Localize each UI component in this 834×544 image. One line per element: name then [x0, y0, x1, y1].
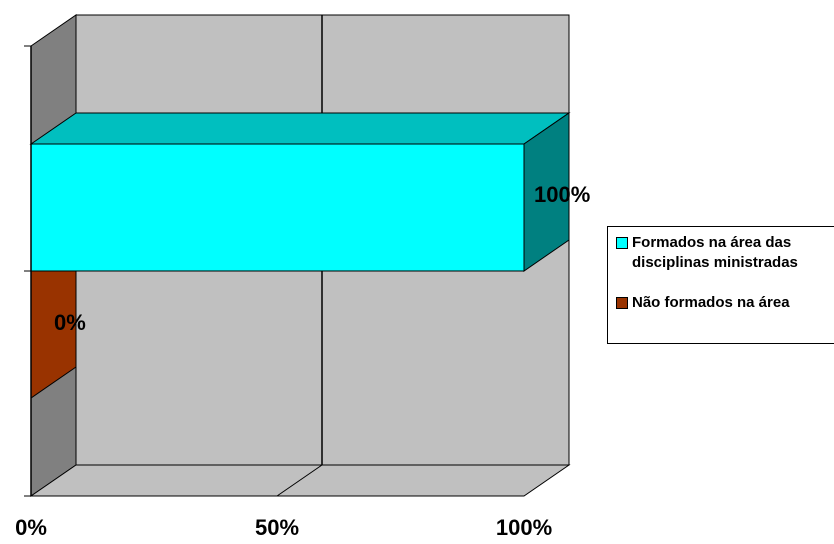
legend-item-formados: Formados na área das disciplinas ministr…	[616, 233, 798, 273]
data-label-formados: 100%	[534, 182, 590, 207]
legend: Formados na área das disciplinas ministr…	[607, 226, 834, 344]
legend-swatch-formados	[616, 237, 628, 249]
gridline-50-floor	[276, 464, 323, 497]
legend-label-nao-formados: Não formados na área	[632, 294, 790, 311]
x-tick-label-0: 0%	[15, 515, 47, 540]
bar-formados	[30, 143, 525, 272]
x-tick-label-100: 100%	[496, 515, 552, 540]
x-tick-label-50: 50%	[255, 515, 299, 540]
bar-top-formados	[29, 112, 571, 145]
data-label-nao-formados: 0%	[54, 310, 86, 335]
legend-item-nao-formados: Não formados na área	[616, 293, 790, 313]
legend-swatch-nao-formados	[616, 297, 628, 309]
legend-label-formados: Formados na área das disciplinas ministr…	[632, 234, 798, 271]
